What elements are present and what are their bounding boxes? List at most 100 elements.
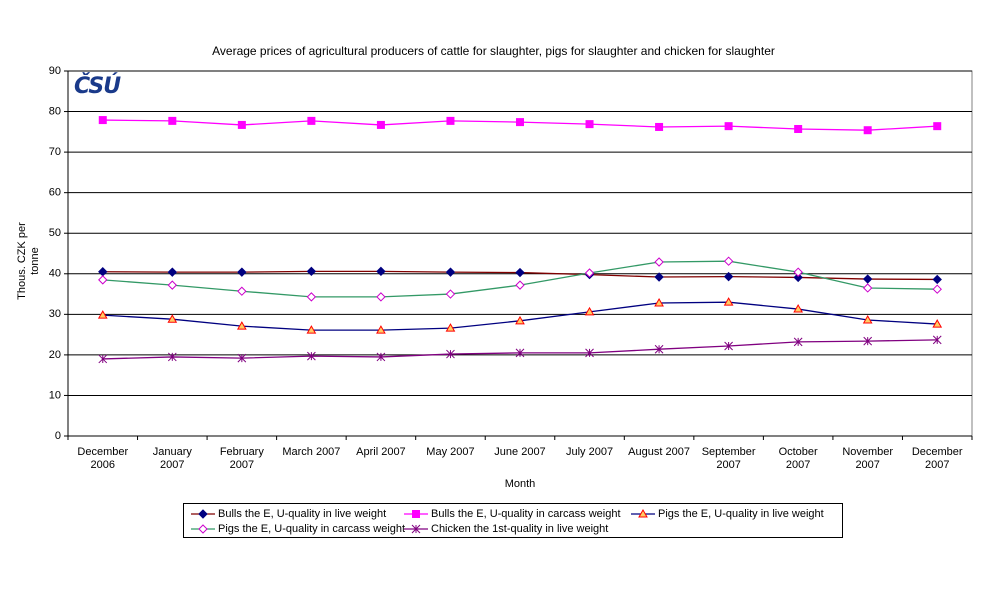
x-tick-label: August 2007 <box>628 446 690 458</box>
y-tick-label: 10 <box>49 389 61 401</box>
x-tick-label: November 2007 <box>842 446 894 471</box>
x-tick-label: October 2007 <box>778 446 818 471</box>
marker <box>167 267 178 277</box>
legend-entry: Pigs the E, U-quality in live weight <box>630 507 824 521</box>
y-tick-label: 20 <box>49 349 61 361</box>
legend-label: Bulls the E, U-quality in live weight <box>218 508 387 520</box>
marker <box>638 508 648 518</box>
marker <box>167 314 178 323</box>
marker <box>198 509 208 519</box>
legend-label: Chicken the 1st-quality in live weight <box>431 523 609 535</box>
marker <box>376 266 386 277</box>
y-axis-label: Thous. CZK per tonne <box>16 222 41 300</box>
marker <box>198 524 208 534</box>
marker <box>236 321 247 330</box>
marker <box>306 325 317 334</box>
marker <box>723 271 734 282</box>
chart-title: Average prices of agricultural producers… <box>212 44 775 58</box>
x-tick-label: September 2007 <box>701 446 756 471</box>
legend-label: Bulls the E, U-quality in carcass weight <box>431 508 621 520</box>
marker <box>862 274 873 284</box>
marker <box>237 353 247 363</box>
marker <box>167 352 177 362</box>
marker <box>237 120 246 129</box>
legend-entry: Pigs the E, U-quality in carcass weight <box>190 522 405 536</box>
marker <box>237 267 247 277</box>
legend-icon <box>191 524 215 534</box>
marker <box>445 289 456 299</box>
marker <box>863 336 873 346</box>
x-tick-label: July 2007 <box>565 446 614 458</box>
series <box>98 116 942 135</box>
marker <box>794 124 803 133</box>
marker <box>654 257 664 267</box>
marker <box>97 310 108 319</box>
legend-entry: Chicken the 1st-quality in live weight <box>403 522 608 536</box>
marker <box>515 348 525 358</box>
series <box>97 297 943 334</box>
marker <box>654 297 664 307</box>
x-tick-label: December 2007 <box>911 446 963 471</box>
x-tick-label: March 2007 <box>282 446 341 458</box>
marker <box>306 266 317 277</box>
legend-icon <box>191 509 215 519</box>
series <box>98 266 942 285</box>
marker <box>515 315 525 325</box>
marker <box>98 116 107 125</box>
marker <box>724 122 733 131</box>
marker <box>98 354 108 364</box>
marker <box>446 116 455 125</box>
marker <box>654 344 664 354</box>
y-tick-label: 60 <box>49 187 61 199</box>
marker <box>167 280 178 290</box>
marker <box>793 272 803 283</box>
series <box>98 256 942 302</box>
plot-area <box>67 70 973 437</box>
marker <box>585 120 594 129</box>
marker <box>306 292 317 302</box>
marker <box>168 116 177 125</box>
marker <box>237 286 247 296</box>
x-tick-label: April 2007 <box>356 446 406 458</box>
legend-icon <box>631 508 655 518</box>
marker <box>412 510 420 518</box>
marker <box>516 118 524 127</box>
marker <box>376 120 385 129</box>
x-axis-label: Month <box>504 478 536 490</box>
legend-entry: Bulls the E, U-quality in live weight <box>190 507 386 521</box>
marker <box>446 349 455 359</box>
marker <box>445 323 456 332</box>
marker <box>933 122 942 131</box>
legend-label: Pigs the E, U-quality in live weight <box>658 508 824 520</box>
marker <box>655 122 664 131</box>
marker <box>307 116 316 125</box>
x-tick-label: May 2007 <box>426 446 475 458</box>
y-tick-label: 30 <box>49 308 61 320</box>
y-tick-label: 40 <box>49 268 61 280</box>
marker <box>515 267 525 278</box>
marker <box>932 284 942 294</box>
marker <box>793 337 803 347</box>
marker <box>862 283 873 293</box>
x-tick-label: February 2007 <box>219 446 264 471</box>
series <box>98 335 942 364</box>
logo: ČSÚ <box>74 74 121 99</box>
legend-label: Pigs the E, U-quality in carcass weight <box>218 523 406 535</box>
legend: Bulls the E, U-quality in live weight Bul… <box>183 503 843 538</box>
marker <box>863 126 872 135</box>
marker <box>515 280 525 290</box>
marker <box>584 306 595 316</box>
marker <box>584 268 595 278</box>
marker <box>376 325 386 334</box>
y-tick-label: 70 <box>49 146 61 158</box>
marker <box>793 304 804 313</box>
x-tick-label: June 2007 <box>494 446 546 458</box>
legend-icon <box>404 524 428 534</box>
marker <box>98 275 108 285</box>
marker <box>724 341 733 351</box>
marker <box>411 524 421 534</box>
y-tick-label: 90 <box>49 65 61 77</box>
marker <box>723 256 734 266</box>
marker <box>932 335 942 345</box>
